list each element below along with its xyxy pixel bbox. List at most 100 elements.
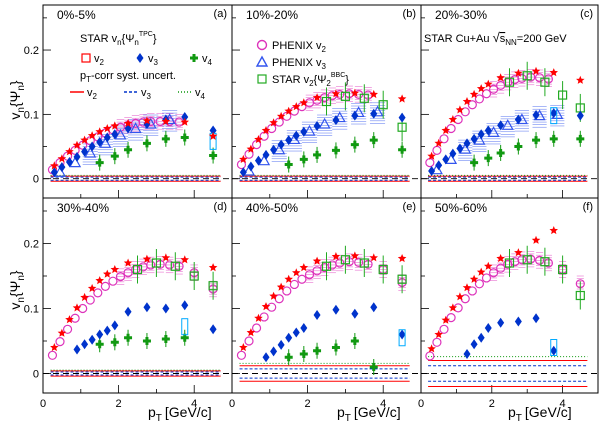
phenix-v3-point <box>487 126 500 137</box>
star-v2-point <box>369 253 378 262</box>
phenix-v2-point <box>481 89 492 99</box>
star-v2-point <box>87 131 97 140</box>
star-v2-point <box>312 93 322 102</box>
panel-label: 30%-40% <box>57 201 109 215</box>
phenix-v3-point <box>273 143 286 155</box>
star-v2-point <box>496 254 505 263</box>
phenix-v3-point <box>99 137 112 148</box>
phenix-v2-point <box>251 323 262 333</box>
legend-syst-item-label: v3 <box>141 87 152 101</box>
phenix-v3-point <box>501 119 514 130</box>
star-v2-point <box>239 343 248 352</box>
phenix-v2-point <box>474 94 485 104</box>
phenix-v3-point <box>303 124 316 136</box>
star-v2-point <box>276 282 286 291</box>
star-v4-point <box>142 337 151 345</box>
star-v4-point <box>496 148 505 157</box>
star-v3-point <box>484 125 492 136</box>
star-v3-point <box>532 110 540 121</box>
star-v3-point <box>96 329 104 340</box>
star-v2-point <box>531 235 541 244</box>
bbc-point <box>575 290 585 301</box>
phenix-v2-band <box>490 69 552 98</box>
phenix-v2-point <box>517 255 527 265</box>
star-v3-point <box>313 310 321 320</box>
phenix-v2-point <box>282 286 292 296</box>
panel-label: 40%-50% <box>246 201 298 215</box>
phenix-v2-point <box>62 324 73 334</box>
star-v2-point <box>161 253 171 262</box>
star-v2-point <box>427 151 436 160</box>
panel-tag: (d) <box>214 201 227 213</box>
y-tick-label: 0.2 <box>24 239 39 251</box>
star-v4-point <box>369 136 378 145</box>
star-v2-point <box>397 94 407 103</box>
star-v2-point <box>434 138 443 147</box>
star-v3-box <box>550 339 558 356</box>
star-v3-point <box>81 146 89 157</box>
collision-label: STAR Cu+Au √sNN=200 GeV <box>424 30 567 47</box>
star-v3-point <box>497 120 505 131</box>
star-v3-point <box>300 126 308 137</box>
star-v4-point <box>161 335 170 344</box>
star-v3-point <box>477 129 485 140</box>
star-v2-point <box>246 328 256 337</box>
phenix-v2-point <box>425 158 435 168</box>
bbc-point <box>321 261 332 271</box>
phenix-v3-point <box>318 117 331 129</box>
star-v3-point <box>65 156 73 167</box>
star-v4-point <box>549 134 558 143</box>
phenix-v2-point <box>467 100 477 110</box>
phenix-v2-point <box>467 286 477 296</box>
phenix-v2-point <box>517 73 527 83</box>
star-v2-point <box>284 274 293 283</box>
star-v2-point <box>57 154 67 163</box>
star-v2-point <box>312 256 322 265</box>
star-v2-point <box>269 118 278 127</box>
phenix-v3-point <box>430 163 443 175</box>
phenix-v2-point <box>432 337 442 347</box>
phenix-v2-point <box>100 281 110 291</box>
star-v4-point <box>142 139 151 148</box>
bbc-point <box>397 274 407 284</box>
panel-tag: (a) <box>214 8 227 20</box>
x-axis-title-3: pT [GeV/c] <box>508 404 572 424</box>
phenix-v2-point <box>93 288 103 298</box>
star-v2-point <box>110 121 120 130</box>
star-v3-point <box>300 323 308 333</box>
star-v2-point <box>469 89 479 99</box>
star-v2-point <box>50 343 59 352</box>
bbc-point <box>504 77 515 87</box>
legend-bbc-marker <box>257 74 267 84</box>
star-v3-point <box>88 334 96 345</box>
star-v3-point <box>96 137 104 148</box>
star-v3-point <box>398 112 406 123</box>
bbc-point <box>522 71 532 81</box>
star-v4-point <box>110 152 119 161</box>
bbc-point <box>340 255 350 265</box>
legend-v4-marker <box>190 54 198 62</box>
star-v4-point <box>299 350 308 358</box>
panel-a: 0 0.1 0.2 0%-5% (a) <box>24 4 233 199</box>
y-tick-label: 0.2 <box>24 45 39 57</box>
panel-label: 0%-5% <box>57 8 96 22</box>
star-v2-point <box>448 115 458 124</box>
star-v3-point <box>81 339 89 350</box>
star-v2-point <box>142 116 152 125</box>
star-v3-box <box>181 318 189 336</box>
bbc-point <box>378 264 388 275</box>
star-v2-point <box>369 89 378 99</box>
star-v2-point <box>462 97 472 106</box>
star-v2-point <box>269 291 278 300</box>
bbc-point <box>208 281 218 291</box>
star-v3-point <box>470 133 478 144</box>
star-v3-point <box>247 161 255 172</box>
star-v2-point <box>476 84 486 93</box>
star-v2-point <box>484 261 493 270</box>
star-v2-point <box>299 263 309 272</box>
panel-label: 20%-30% <box>435 8 487 22</box>
star-v3-point <box>285 135 293 146</box>
star-v2-point <box>80 292 89 302</box>
y-tick-label: 0.1 <box>24 109 39 121</box>
star-v4-point <box>350 337 359 345</box>
